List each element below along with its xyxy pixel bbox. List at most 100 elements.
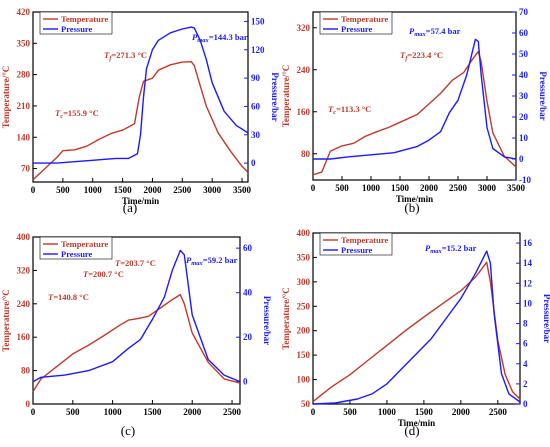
x-tick-label: 500 <box>343 407 357 417</box>
annotation-label: Tf=223.4 °C <box>400 50 443 62</box>
x-tick-label: 1000 <box>362 183 381 193</box>
series-line-temperature <box>32 61 249 181</box>
x-tick-label: 3000 <box>478 183 497 193</box>
y-right-tick-label: 50 <box>519 49 529 59</box>
y-left-axis-label: Temperature/°C <box>1 289 11 352</box>
series-line-temperature <box>32 293 241 392</box>
annotation-label: Pmax=59.2 bar <box>186 255 238 267</box>
y-right-tick-label: 30 <box>251 130 261 140</box>
y-left-tick-label: 350 <box>297 252 311 262</box>
plot-frame <box>32 11 249 183</box>
annotation-label: Tc=113.3 °C <box>328 104 371 116</box>
legend-label: Temperature <box>341 14 388 24</box>
x-axis-label: Time/min <box>398 418 435 428</box>
y-right-tick-label: 20 <box>243 332 253 342</box>
y-left-tick-label: 320 <box>17 265 31 275</box>
y-right-tick-label: 150 <box>251 16 265 26</box>
x-tick-label: 3000 <box>203 185 222 195</box>
y-right-axis-label: Pressure/bar <box>542 294 550 343</box>
annotation-label: Tf=271.3 °C <box>104 50 147 62</box>
y-left-tick-label: 350 <box>17 38 31 48</box>
panel-label: (c) <box>121 423 135 438</box>
legend-label: Temperature <box>61 239 108 249</box>
y-left-tick-label: 300 <box>297 277 311 287</box>
x-tick-label: 1500 <box>391 183 410 193</box>
x-tick-label: 1000 <box>378 407 397 417</box>
legend-label: Pressure <box>341 245 373 255</box>
y-left-axis-label: Temperature/°C <box>281 287 291 350</box>
y-right-tick-label: 0 <box>523 399 528 409</box>
x-tick-label: 3500 <box>233 185 252 195</box>
x-tick-label: 0 <box>31 185 36 195</box>
y-left-tick-label: 100 <box>297 375 311 385</box>
y-right-tick-label: 4 <box>523 359 528 369</box>
y-right-axis-label: Pressure/bar <box>262 296 272 345</box>
panel-label: (a) <box>123 200 137 215</box>
annotation-label: Tc=155.9 °C <box>55 108 99 120</box>
y-left-tick-label: 240 <box>297 65 311 75</box>
x-tick-label: 1500 <box>415 407 434 417</box>
y-left-tick-label: 160 <box>17 332 31 342</box>
y-left-tick-label: 140 <box>17 132 31 142</box>
x-tick-label: 2000 <box>420 183 439 193</box>
series-line-pressure <box>32 249 241 383</box>
annotation-label: Pmax=144.3 bar <box>192 32 248 44</box>
x-tick-label: 2000 <box>452 407 471 417</box>
y-right-tick-label: 0 <box>519 154 524 164</box>
y-right-tick-label: 40 <box>519 70 529 80</box>
x-tick-label: 2500 <box>223 407 242 417</box>
y-right-tick-label: 0 <box>251 158 256 168</box>
y-left-tick-label: 420 <box>17 7 31 17</box>
panel-label: (b) <box>404 200 419 215</box>
x-tick-label: 0 <box>31 407 36 417</box>
x-axis-label: Time/min <box>396 194 433 204</box>
y-left-tick-label: 320 <box>297 23 311 33</box>
legend-label: Pressure <box>61 249 93 259</box>
y-left-axis-label: Temperature/°C <box>1 66 11 129</box>
y-right-tick-label: 30 <box>519 91 529 101</box>
y-right-tick-label: 14 <box>523 258 533 268</box>
y-right-tick-label: 6 <box>523 339 528 349</box>
y-left-tick-label: 250 <box>297 301 311 311</box>
x-tick-label: 0 <box>311 407 316 417</box>
chart-panel-c: 0 500 1000 1500 2000 2500 0 80 160 240 320 400 0 20 40… <box>1 232 272 438</box>
x-axis-label: Time/min <box>122 196 159 206</box>
plot-frame <box>312 232 521 405</box>
y-right-axis-label: Pressure/bar <box>538 71 548 120</box>
x-tick-label: 2500 <box>449 183 468 193</box>
y-left-tick-label: 150 <box>297 350 311 360</box>
x-tick-label: 1500 <box>143 407 162 417</box>
x-tick-label: 2000 <box>183 407 202 417</box>
x-tick-label: 1000 <box>84 185 103 195</box>
x-tick-label: 500 <box>335 183 349 193</box>
y-right-tick-label: 120 <box>251 45 265 55</box>
series-line-temperature <box>312 261 521 403</box>
y-right-tick-label: 12 <box>523 278 533 288</box>
y-right-tick-label: 60 <box>243 243 253 253</box>
y-right-tick-label: -10 <box>519 175 531 185</box>
y-right-tick-label: 70 <box>519 7 529 17</box>
y-left-tick-label: 200 <box>297 326 311 336</box>
y-left-tick-label: 0 <box>26 399 31 409</box>
y-right-axis-label: Pressure/bar <box>270 72 280 121</box>
y-right-tick-label: 0 <box>243 377 248 387</box>
y-right-tick-label: 10 <box>523 298 533 308</box>
chart-panel-d: 0 500 1000 1500 2000 250050100150200250300350… <box>281 228 550 438</box>
y-right-tick-label: 90 <box>251 73 261 83</box>
y-left-tick-label: 280 <box>17 70 31 80</box>
y-left-axis-label: Temperature/°C <box>281 65 291 128</box>
y-left-tick-label: 80 <box>301 149 311 159</box>
series-line-temperature <box>312 50 517 176</box>
y-right-tick-label: 40 <box>243 288 253 298</box>
y-left-tick-label: 210 <box>17 101 31 111</box>
annotation-label: T=203.7 °C <box>115 258 156 268</box>
x-tick-label: 3500 <box>507 183 526 193</box>
series-line-pressure <box>313 38 517 160</box>
x-tick-label: 0 <box>311 183 316 193</box>
x-tick-label: 500 <box>56 185 70 195</box>
y-right-tick-label: 16 <box>523 238 533 248</box>
series-line-pressure <box>33 26 249 164</box>
x-tick-label: 2500 <box>173 185 192 195</box>
x-tick-label: 500 <box>66 407 80 417</box>
